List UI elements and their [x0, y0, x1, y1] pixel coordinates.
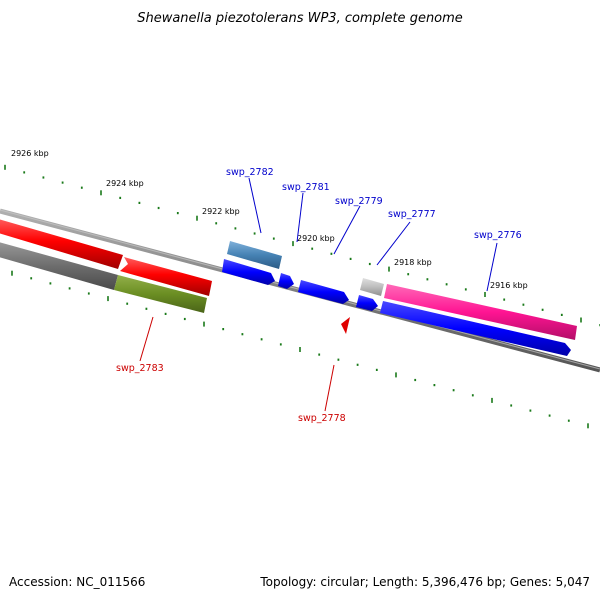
- gene-feature-blue-long[interactable]: [380, 301, 571, 356]
- leader-line-swp_2779: [333, 205, 361, 255]
- gene-feature-swp_2783[interactable]: [114, 275, 207, 313]
- gene-labels: swp_2782 swp_2781 swp_2779 swp_2777 swp_…: [116, 167, 522, 424]
- leader-line-swp_2777: [376, 221, 411, 266]
- gene-feature-gray[interactable]: [0, 241, 118, 290]
- tick-label-2916: 2916 kbp: [490, 281, 528, 290]
- accession-text: Accession: NC_011566: [9, 575, 145, 589]
- gene-feature-swp_2779[interactable]: [298, 280, 349, 304]
- map-title: Shewanella piezotolerans WP3, complete g…: [137, 11, 463, 26]
- tick-row-lower: [11, 270, 589, 429]
- tick-label-2924: 2924 kbp: [106, 179, 144, 188]
- gene-label-swp_2782[interactable]: swp_2782: [226, 167, 274, 178]
- leader-line-swp_2778: [324, 364, 335, 412]
- tick-label-2920: 2920 kbp: [297, 234, 335, 243]
- tick-label-2926: 2926 kbp: [11, 149, 49, 158]
- gene-label-swp_2776[interactable]: swp_2776: [474, 230, 522, 241]
- gene-label-swp_2778[interactable]: swp_2778: [298, 413, 346, 424]
- gene-feature-swp_2776[interactable]: [384, 284, 577, 340]
- gene-feature-swp_2782[interactable]: [227, 241, 282, 269]
- reverse-track: [0, 218, 350, 334]
- gene-feature-swp_2781[interactable]: [278, 273, 294, 289]
- leader-line-swp_2782: [248, 177, 262, 234]
- gene-feature-swp_2778[interactable]: [341, 317, 350, 334]
- gene-feature-swp_2777[interactable]: [360, 278, 384, 296]
- leader-line-swp_2776: [486, 242, 498, 292]
- tick-label-2922: 2922 kbp: [202, 207, 240, 216]
- gene-label-swp_2779[interactable]: swp_2779: [335, 196, 383, 207]
- gene-feature-red-right[interactable]: [120, 257, 212, 296]
- gene-feature-red-left[interactable]: [0, 218, 123, 269]
- tick-label-2918: 2918 kbp: [394, 258, 432, 267]
- leader-line-swp_2783: [139, 316, 154, 362]
- genome-summary-text: Topology: circular; Length: 5,396,476 bp…: [259, 575, 590, 589]
- leader-line-swp_2781: [296, 192, 304, 243]
- gene-label-swp_2783[interactable]: swp_2783: [116, 363, 164, 374]
- gene-feature-blue-c[interactable]: [356, 295, 378, 311]
- tick-row-upper: [4, 164, 600, 327]
- gene-feature-blue-a[interactable]: [222, 259, 275, 285]
- gene-label-swp_2781[interactable]: swp_2781: [282, 182, 330, 193]
- forward-track: [222, 241, 577, 356]
- gene-label-swp_2777[interactable]: swp_2777: [388, 209, 436, 220]
- tick-labels: 2926 kbp 2924 kbp 2922 kbp 2920 kbp 2918…: [11, 149, 528, 290]
